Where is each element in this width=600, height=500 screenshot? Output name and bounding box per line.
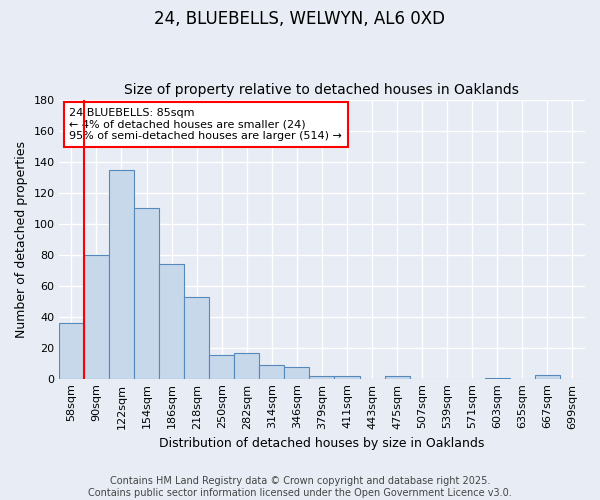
Bar xyxy=(209,354,234,380)
Bar xyxy=(159,264,184,380)
Bar xyxy=(259,366,284,380)
X-axis label: Distribution of detached houses by size in Oaklands: Distribution of detached houses by size … xyxy=(159,437,485,450)
Bar xyxy=(84,255,109,380)
Bar xyxy=(134,208,159,380)
Bar xyxy=(59,324,84,380)
Bar xyxy=(284,367,310,380)
Bar xyxy=(535,374,560,380)
Text: 24 BLUEBELLS: 85sqm
← 4% of detached houses are smaller (24)
95% of semi-detache: 24 BLUEBELLS: 85sqm ← 4% of detached hou… xyxy=(70,108,342,141)
Y-axis label: Number of detached properties: Number of detached properties xyxy=(15,141,28,338)
Text: 24, BLUEBELLS, WELWYN, AL6 0XD: 24, BLUEBELLS, WELWYN, AL6 0XD xyxy=(155,10,445,28)
Bar xyxy=(109,170,134,380)
Bar xyxy=(310,376,334,380)
Bar xyxy=(234,353,259,380)
Text: Contains HM Land Registry data © Crown copyright and database right 2025.
Contai: Contains HM Land Registry data © Crown c… xyxy=(88,476,512,498)
Title: Size of property relative to detached houses in Oaklands: Size of property relative to detached ho… xyxy=(124,83,520,97)
Bar xyxy=(334,376,359,380)
Bar xyxy=(184,297,209,380)
Bar xyxy=(385,376,410,380)
Bar xyxy=(485,378,510,380)
